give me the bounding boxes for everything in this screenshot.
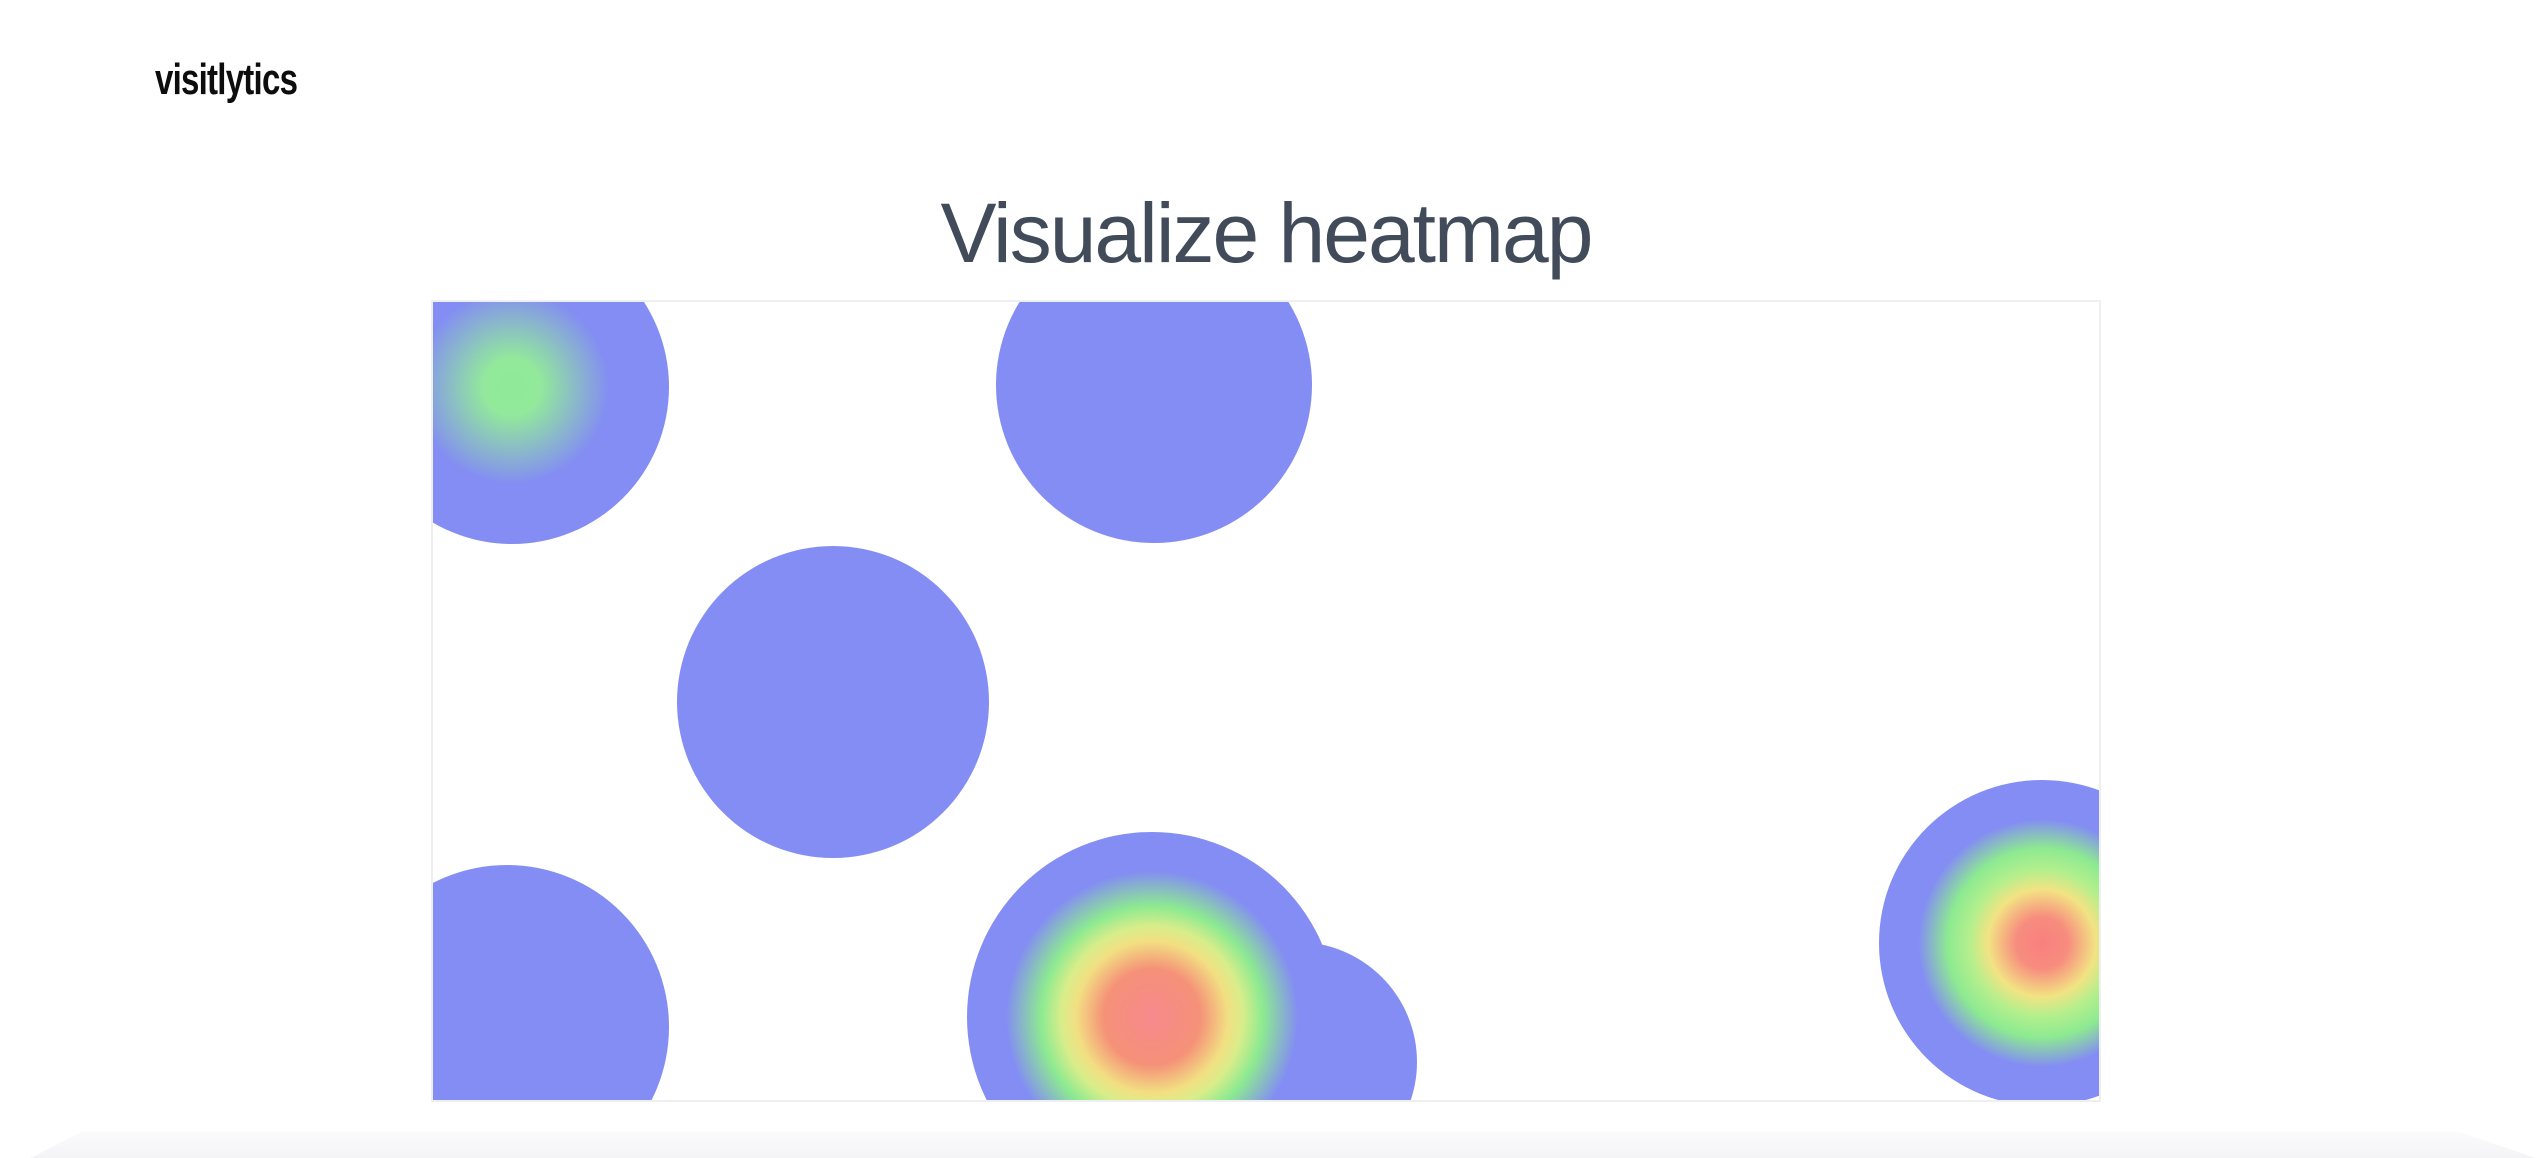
- page-title: Visualize heatmap: [940, 186, 1594, 280]
- heatmap-canvas: [431, 300, 2101, 1102]
- heatmap-blob: [1879, 780, 2099, 1100]
- app-header: visitlytics: [155, 58, 345, 108]
- brand-logo[interactable]: visitlytics: [155, 55, 298, 104]
- heatmap-blob: [677, 546, 989, 858]
- heatmap-blob: [433, 302, 669, 544]
- heatmap-blob: [967, 832, 1337, 1100]
- heatmap-blob: [996, 302, 1312, 543]
- heatmap-blob: [433, 865, 669, 1100]
- footer-bar: [30, 1132, 2536, 1158]
